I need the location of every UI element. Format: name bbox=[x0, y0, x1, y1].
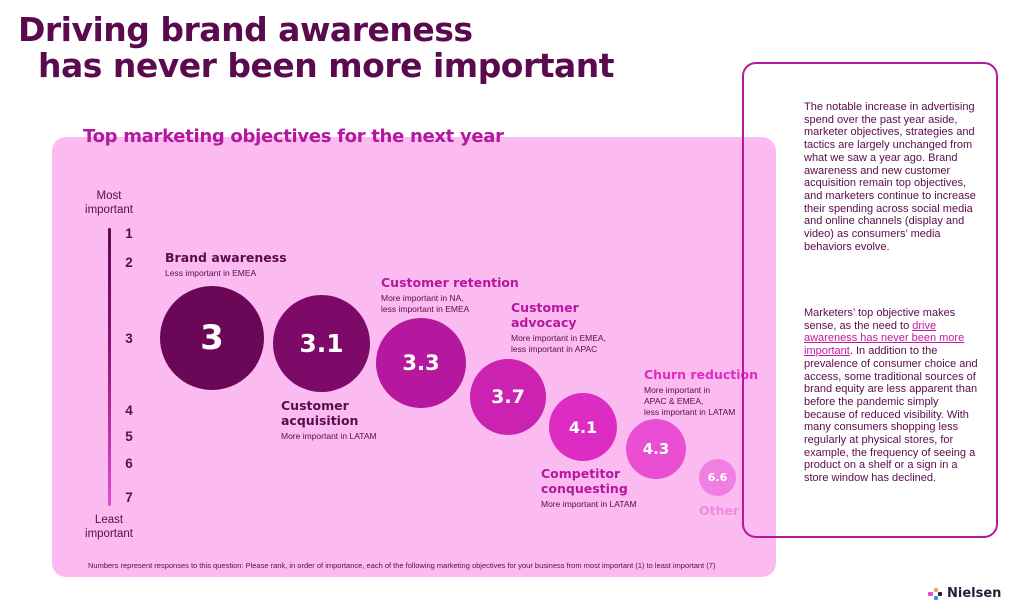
label-name-customer-acquisition: Customer acquisition bbox=[281, 398, 359, 428]
bubble-value-competitor-conquesting: 4.1 bbox=[568, 417, 598, 437]
bubble-customer-acquisition: 3.1 bbox=[273, 295, 370, 392]
sidebar-awareness-link[interactable]: drive awareness has never been more impo… bbox=[804, 319, 965, 358]
label-name-competitor-conquesting: Competitor conquesting bbox=[541, 466, 628, 496]
bubble-other: 6.6 bbox=[699, 459, 736, 496]
rank-tick-4: 4 bbox=[125, 403, 133, 418]
nielsen-logo: Nielsen bbox=[928, 586, 1001, 601]
sidebar-paragraph-1: The notable increase in advertising spen… bbox=[804, 101, 976, 253]
page-title: Driving brand awareness has never been m… bbox=[18, 10, 615, 85]
bubble-churn-reduction: 4.3 bbox=[626, 419, 686, 479]
sidebar-paragraph-2: Marketers’ top objective makes sense, as… bbox=[804, 307, 979, 485]
label-brand-awareness: Brand awareness Less important in EMEA bbox=[165, 250, 287, 279]
bubble-value-brand-awareness: 3 bbox=[200, 318, 224, 358]
axis-top-label: Most important bbox=[78, 189, 140, 217]
label-name-brand-awareness: Brand awareness bbox=[165, 250, 287, 265]
sidebar-paragraph-2-start: Marketers’ top objective makes sense, as… bbox=[804, 307, 956, 332]
bubble-value-other: 6.6 bbox=[707, 471, 728, 484]
label-note-customer-advocacy: More important in EMEA, less important i… bbox=[511, 333, 606, 354]
bubble-customer-advocacy: 3.7 bbox=[470, 359, 546, 435]
sidebar-text-box: The notable increase in advertising spen… bbox=[742, 62, 998, 538]
label-note-customer-acquisition: More important in LATAM bbox=[281, 431, 377, 441]
axis-bottom-label: Least important bbox=[78, 513, 140, 541]
bubble-brand-awareness: 3 bbox=[160, 286, 264, 390]
label-customer-acquisition: Customer acquisition More important in L… bbox=[281, 398, 391, 442]
page-title-line-1: Driving brand awareness bbox=[18, 10, 473, 49]
chart-footnote: Numbers represent responses to this ques… bbox=[88, 561, 716, 570]
label-name-other: Other bbox=[699, 503, 740, 518]
nielsen-logo-text: Nielsen bbox=[947, 586, 1002, 601]
label-customer-retention: Customer retention More important in NA,… bbox=[381, 275, 519, 315]
bubble-value-customer-acquisition: 3.1 bbox=[299, 329, 344, 358]
rank-tick-6: 6 bbox=[125, 456, 133, 471]
axis-top-label-line-1: Most bbox=[96, 190, 122, 202]
label-name-churn-reduction: Churn reduction bbox=[644, 367, 759, 382]
sidebar-paragraph-2-end: . In addition to the prevalence of consu… bbox=[804, 345, 978, 485]
label-name-customer-advocacy: Customer advocacy bbox=[511, 300, 579, 330]
chart-title: Top marketing objectives for the next ye… bbox=[83, 126, 504, 147]
rank-tick-5: 5 bbox=[125, 429, 133, 444]
rank-tick-2: 2 bbox=[125, 255, 133, 270]
rank-axis-bar bbox=[108, 228, 111, 506]
page-title-line-2: has never been more important bbox=[38, 46, 615, 85]
axis-bottom-label-line-2: important bbox=[85, 528, 133, 540]
label-note-churn-reduction: More important in APAC & EMEA, less impo… bbox=[644, 385, 736, 417]
label-note-brand-awareness: Less important in EMEA bbox=[165, 268, 257, 278]
bubble-value-churn-reduction: 4.3 bbox=[642, 440, 670, 458]
label-note-competitor-conquesting: More important in LATAM bbox=[541, 499, 637, 509]
bubble-value-customer-retention: 3.3 bbox=[402, 351, 440, 375]
label-customer-advocacy: Customer advocacy More important in EMEA… bbox=[511, 300, 611, 355]
rank-tick-7: 7 bbox=[125, 490, 133, 505]
bubble-competitor-conquesting: 4.1 bbox=[549, 393, 617, 461]
rank-tick-1: 1 bbox=[125, 226, 133, 241]
label-churn-reduction: Churn reduction More important in APAC &… bbox=[644, 367, 758, 418]
bubble-value-customer-advocacy: 3.7 bbox=[491, 386, 525, 408]
label-competitor-conquesting: Competitor conquesting More important in… bbox=[541, 466, 651, 510]
bubble-customer-retention: 3.3 bbox=[376, 318, 466, 408]
axis-bottom-label-line-1: Least bbox=[94, 514, 124, 526]
rank-tick-3: 3 bbox=[125, 331, 133, 346]
label-note-customer-retention: More important in NA, less important in … bbox=[381, 293, 470, 314]
label-other: Other bbox=[699, 503, 739, 518]
axis-top-label-line-2: important bbox=[85, 204, 133, 216]
nielsen-logo-icon bbox=[928, 587, 942, 600]
label-name-customer-retention: Customer retention bbox=[381, 275, 519, 290]
